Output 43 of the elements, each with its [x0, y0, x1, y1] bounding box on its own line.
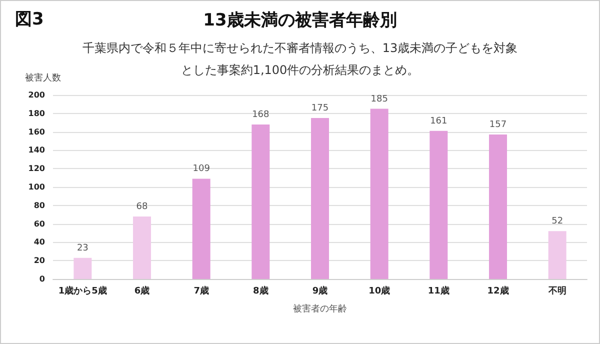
data-label: 157 — [489, 120, 507, 130]
x-tick-label: 10歳 — [368, 286, 390, 296]
chart-title: 13歳未満の被害者年齢別 — [203, 10, 397, 30]
x-tick-label: 1歳から5歳 — [58, 286, 107, 296]
y-tick-label: 0 — [39, 274, 46, 284]
x-axis-title: 被害者の年齢 — [293, 304, 347, 314]
x-tick-label: 6歳 — [134, 286, 150, 296]
data-label: 168 — [252, 110, 270, 120]
x-tick-label: 7歳 — [194, 286, 209, 296]
data-label: 175 — [311, 104, 329, 114]
x-tick-label: 9歳 — [312, 286, 328, 296]
data-label: 185 — [370, 94, 388, 104]
y-tick-label: 20 — [34, 256, 46, 266]
data-label: 109 — [192, 164, 210, 174]
y-tick-label: 80 — [34, 200, 46, 210]
bar — [192, 178, 210, 279]
y-tick-label: 140 — [28, 146, 46, 155]
bar — [252, 124, 270, 279]
caption: 図3 — [15, 10, 44, 30]
data-label: 52 — [552, 216, 564, 227]
y-tick-label: 60 — [34, 219, 46, 228]
y-tick-label: 40 — [34, 238, 46, 247]
y-tick-label: 200 — [28, 90, 46, 100]
bar — [311, 118, 329, 279]
y-tick-label: 120 — [28, 164, 46, 174]
bar — [74, 258, 92, 279]
chart-subtitle: 千葉県内で令和５年中に寄せられた不審者情報のうち、13歳未満の子どもを対象とした事案約1,100件の分析結果のまとめ。 — [82, 41, 518, 77]
bar — [370, 108, 388, 279]
x-tick-label: 8歳 — [253, 286, 268, 296]
x-tick-label: 11歳 — [428, 286, 450, 296]
bar — [430, 130, 448, 279]
y-tick-label: 100 — [28, 182, 46, 192]
bar — [489, 134, 507, 279]
data-label: 161 — [430, 116, 448, 126]
bar — [548, 231, 566, 279]
y-tick-label: 160 — [28, 127, 46, 136]
y-axis-title: 被害人数 — [25, 72, 61, 84]
x-tick-label: 不明 — [547, 286, 566, 296]
data-label: 23 — [76, 243, 88, 254]
bar — [133, 216, 151, 279]
x-tick-label: 12歳 — [487, 286, 509, 296]
data-label: 68 — [136, 202, 148, 212]
y-tick-label: 180 — [28, 108, 46, 118]
